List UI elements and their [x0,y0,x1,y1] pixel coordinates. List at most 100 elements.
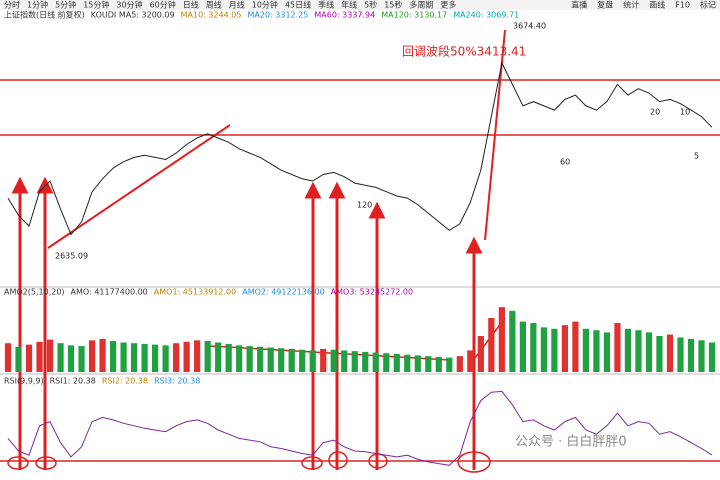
bar [67,345,75,372]
toolbar-item: F10 [675,1,690,10]
circles [7,451,491,473]
toolbar-item: 季线 [318,0,334,10]
bar [351,351,358,372]
bar [99,338,106,372]
bar [498,307,505,372]
toolbar-bg [0,0,720,10]
bar [393,354,400,372]
bar [120,342,127,372]
bar [130,343,138,372]
toolbar-item: 多周期 [409,0,433,10]
bar [299,349,306,372]
bar [519,321,526,372]
bar [278,348,285,372]
annotation: 20 [650,108,660,117]
legend-item: MA20: 3312.25 [247,11,308,20]
bar [372,352,379,372]
toolbar-item: 年线 [341,0,357,10]
bar [225,343,232,372]
toolbar-item: 直播 [571,0,587,10]
bar [257,346,264,372]
toolbar-item: 月线 [229,0,245,10]
bar [57,343,64,372]
bar [362,351,369,372]
bar [141,343,148,372]
toolbar-item: 分时 [4,0,20,10]
toolbar-item: 45日线 [285,0,311,10]
bar [656,336,663,372]
toolbar-item: 更多 [440,0,456,10]
legend-item: RSI3: 20.38 [154,377,200,386]
bar [708,342,716,372]
toolbar-item: 日线 [183,0,199,10]
bar [236,345,243,372]
annotation: 10 [680,108,690,117]
bar [687,338,695,372]
bar [36,341,43,372]
legend-item: MA60: 3337.94 [314,11,375,20]
toolbar-item: 复盘 [597,0,613,10]
bar [645,332,653,372]
toolbar-item: 统计 [623,0,639,10]
toolbar-item: 1分钟 [27,0,48,10]
bar [46,339,54,372]
bar [215,342,222,372]
toolbar-item: 5秒 [364,0,377,10]
bar [530,323,537,372]
legend-item: MA240: 3069.71 [453,11,519,20]
bar [288,348,295,372]
toolbar-item: 画线 [649,0,665,10]
bar [677,337,684,372]
annotation: 120 [357,201,372,210]
bar [246,346,253,372]
toolbar-item: 标记 [700,0,716,10]
toolbar-item: 周线 [206,0,222,10]
bar [151,344,159,372]
bar [330,349,337,372]
toolbar-item: 15秒 [384,0,402,10]
bar [456,356,463,372]
series-line [7,390,713,466]
bar [603,332,611,372]
legend-item: AMO: 41177400.00 [71,288,148,297]
bar [194,340,201,372]
bar [78,346,85,372]
pane-title: RSI(9,9,9) [4,377,44,386]
bar [162,345,169,372]
bar [551,328,558,372]
bar [435,356,442,372]
legend-item: MA10: 3244.05 [181,11,242,20]
bar [509,310,516,372]
bar [467,350,474,372]
toolbar-item: 30分钟 [116,0,142,10]
annotation: 5 [694,152,699,161]
bar [15,346,22,372]
bar [698,340,705,372]
legend-item: RSI1: 20.38 [50,377,96,386]
bar [446,357,453,372]
bar [309,350,316,372]
bar [404,354,411,372]
annotation: 60 [560,158,570,167]
bar [582,328,590,372]
bar [666,334,674,372]
series-line [7,61,713,236]
legend-item: RSI2: 20.38 [102,377,148,386]
toolbar-item: 15分钟 [83,0,109,10]
bar [614,323,621,372]
bar [173,343,180,372]
annotation: 2635.09 [55,252,88,261]
arrows [11,29,506,470]
legend-item: KOUDI MA5: 3200.09 [91,11,175,20]
annotation: 3674.40 [513,22,546,31]
bar [341,350,348,372]
bar [488,318,495,372]
pane-title: AMO2(5,10,20) [4,288,65,297]
bar [425,356,432,372]
bar [540,327,547,372]
bar [109,341,117,372]
bar [561,325,569,372]
toolbar-item: 5分钟 [55,0,76,10]
bar [414,355,421,372]
toolbar-item: 60分钟 [150,0,176,10]
